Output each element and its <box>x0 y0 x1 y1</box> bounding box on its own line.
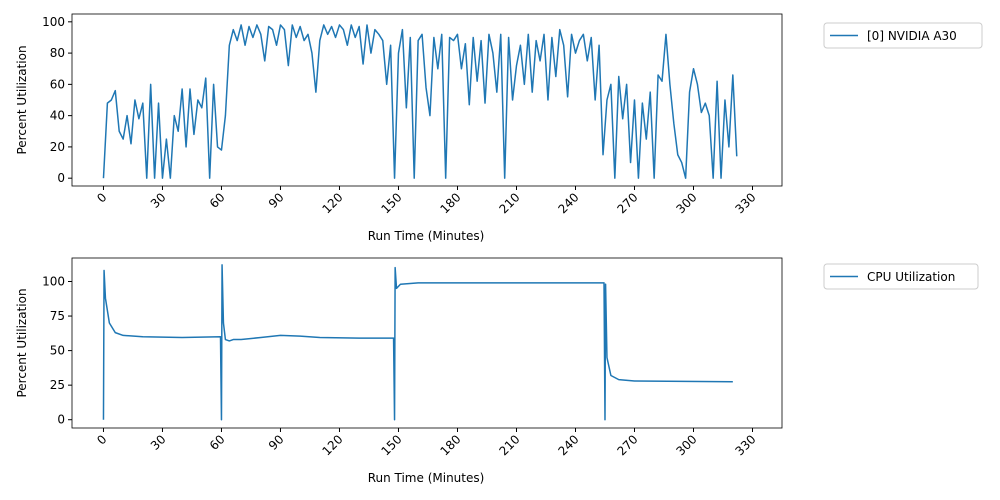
legend-box <box>823 263 979 290</box>
x-tick-label: 330 <box>733 432 759 458</box>
y-tick-label: 20 <box>50 140 65 154</box>
y-tick-label: 100 <box>42 15 65 29</box>
x-axis-label: Run Time (Minutes) <box>368 229 485 243</box>
y-tick-label: 0 <box>57 413 65 427</box>
x-tick-label: 60 <box>207 190 228 211</box>
y-axis-label: Percent Utilization <box>15 45 29 154</box>
x-axis-label: Run Time (Minutes) <box>368 471 485 485</box>
x-tick-label: 330 <box>733 190 759 216</box>
x-tick-label: 150 <box>379 190 405 216</box>
y-tick-label: 80 <box>50 46 65 60</box>
x-tick-label: 30 <box>148 190 169 211</box>
y-tick-label: 40 <box>50 109 65 123</box>
x-tick-label: 210 <box>497 190 523 216</box>
x-tick-label: 90 <box>266 190 287 211</box>
axes-frame <box>71 257 783 429</box>
y-tick-label: 75 <box>50 309 65 323</box>
x-tick-label: 180 <box>438 432 464 458</box>
x-tick-label: 150 <box>379 432 405 458</box>
x-tick-label: 90 <box>266 432 287 453</box>
x-tick-label: 270 <box>615 432 641 458</box>
y-tick-label: 100 <box>42 274 65 288</box>
y-tick-label: 50 <box>50 344 65 358</box>
x-tick-label: 120 <box>320 190 346 216</box>
x-tick-label: 270 <box>615 190 641 216</box>
x-tick-label: 120 <box>320 432 346 458</box>
x-tick-label: 0 <box>94 432 109 447</box>
y-tick-label: 0 <box>57 171 65 185</box>
y-axis-label: Percent Utilization <box>15 288 29 397</box>
legend-label: CPU Utilization <box>867 270 955 284</box>
x-tick-label: 240 <box>556 190 582 216</box>
y-tick-label: 60 <box>50 77 65 91</box>
legend-label: [0] NVIDIA A30 <box>867 29 957 43</box>
x-tick-label: 300 <box>674 190 700 216</box>
y-tick-label: 25 <box>50 378 65 392</box>
legend-box <box>823 22 983 49</box>
axes-frame <box>71 13 783 187</box>
x-tick-label: 0 <box>94 190 109 205</box>
x-tick-label: 180 <box>438 190 464 216</box>
data-line <box>102 24 738 179</box>
x-tick-label: 30 <box>148 432 169 453</box>
x-tick-label: 60 <box>207 432 228 453</box>
x-tick-label: 300 <box>674 432 700 458</box>
x-tick-label: 210 <box>497 432 523 458</box>
data-line <box>102 264 733 421</box>
x-tick-label: 240 <box>556 432 582 458</box>
